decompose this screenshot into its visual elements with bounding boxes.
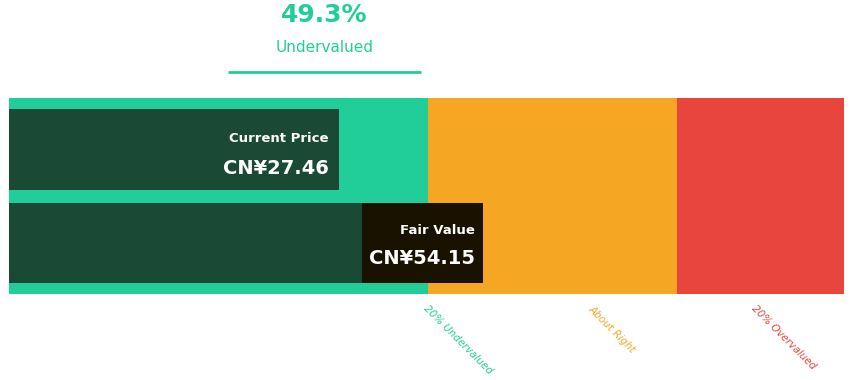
Text: CN¥27.46: CN¥27.46 xyxy=(222,158,328,177)
Text: Undervalued: Undervalued xyxy=(275,40,373,55)
Text: About Right: About Right xyxy=(586,304,636,354)
Text: 20% Undervalued: 20% Undervalued xyxy=(421,304,493,377)
Bar xyxy=(428,98,676,294)
Bar xyxy=(362,203,483,283)
Bar xyxy=(9,203,483,283)
Text: 49.3%: 49.3% xyxy=(281,3,367,27)
Bar xyxy=(9,109,338,190)
Text: 20% Overvalued: 20% Overvalued xyxy=(749,304,817,372)
Bar xyxy=(9,98,428,294)
Text: Fair Value: Fair Value xyxy=(400,223,475,237)
Text: Current Price: Current Price xyxy=(229,132,328,145)
Bar xyxy=(676,98,843,294)
Text: CN¥54.15: CN¥54.15 xyxy=(369,250,475,269)
